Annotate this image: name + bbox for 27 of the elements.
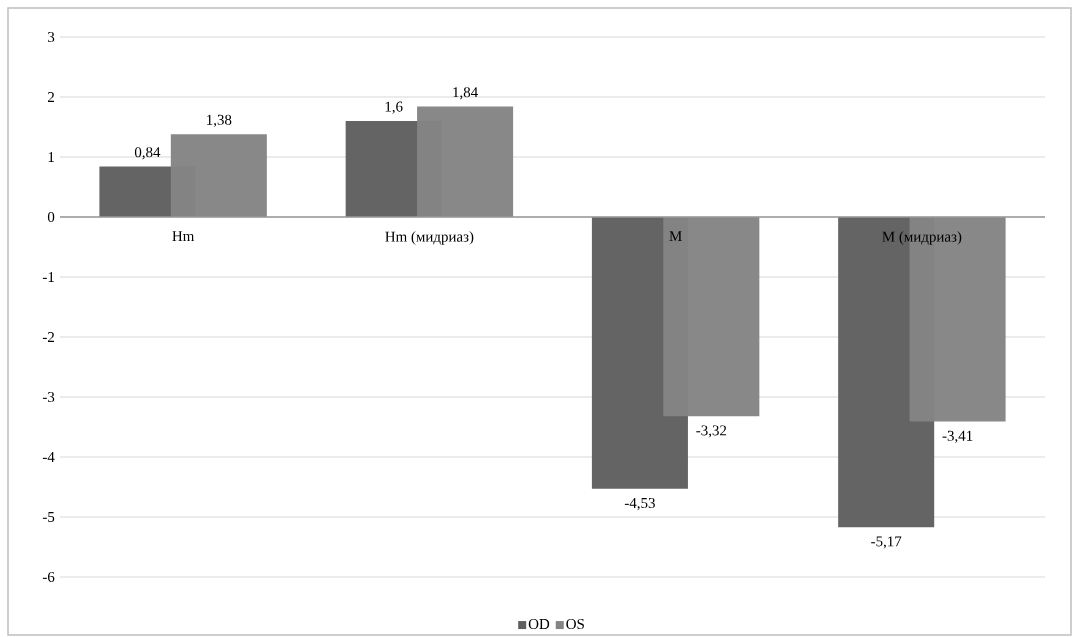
y-tick-label: -5 (42, 512, 55, 522)
y-tick-label: -1 (42, 272, 54, 282)
y-tick-label: -4 (42, 452, 55, 462)
bar (170, 134, 267, 217)
x-tick-label: Hm (172, 231, 195, 241)
y-tick-label: -6 (42, 571, 55, 583)
legend-label: OS (566, 618, 584, 630)
x-tick-label: M (669, 231, 682, 241)
data-label: -3,41 (942, 430, 973, 443)
bar (663, 217, 760, 417)
data-label: -4,53 (624, 498, 655, 511)
y-tick-label: 0 (47, 211, 55, 223)
x-tick-label: M (мидриаз) (882, 231, 962, 245)
data-label: 0,84 (134, 147, 161, 160)
data-label: 1,38 (207, 114, 232, 127)
data-label: -3,32 (696, 425, 727, 438)
x-tick-label: Hm (мидриаз) (385, 231, 474, 245)
data-label: -5,17 (871, 536, 902, 549)
data-label: 1,6 (385, 101, 403, 114)
y-tick-label: 1 (48, 152, 54, 162)
y-tick-label: -3 (42, 391, 55, 403)
legend-label: OD (528, 618, 550, 630)
data-label: 1,84 (453, 87, 478, 100)
bar (417, 106, 514, 217)
y-tick-label: 3 (48, 31, 55, 43)
y-tick-label: -2 (42, 332, 54, 342)
y-tick-label: 2 (48, 92, 54, 102)
